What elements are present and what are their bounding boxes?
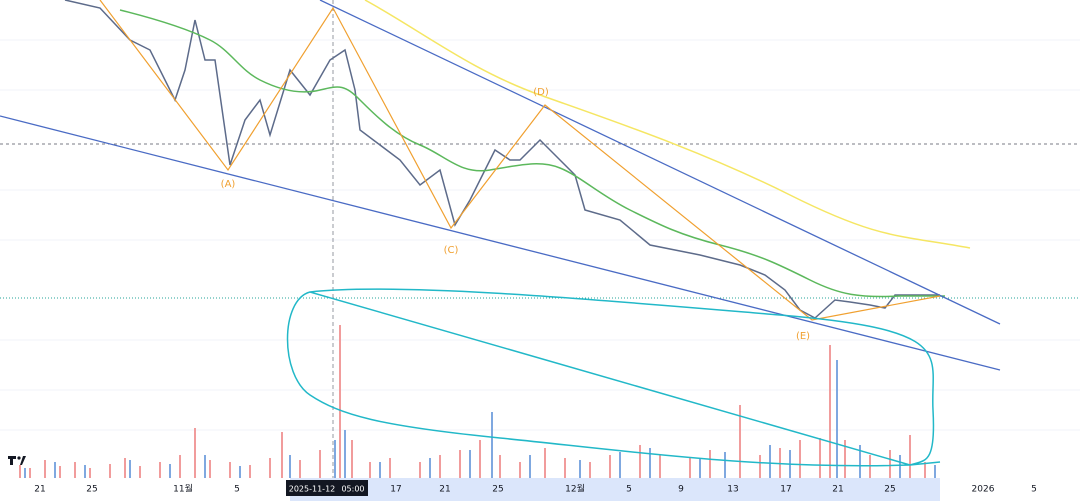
- x-tick-label: 12월: [565, 483, 585, 495]
- x-tick-label: 9: [678, 485, 684, 495]
- x-tick-label: 21: [34, 485, 45, 495]
- price-line: [64, 0, 940, 319]
- crosshair-date: 2025-11-12: [289, 485, 336, 494]
- tv-logo: [8, 456, 26, 465]
- volume-bars-up: [24, 360, 936, 478]
- x-tick-label: 5: [1031, 485, 1037, 495]
- x-tick-label: 25: [492, 485, 503, 495]
- x-tick-label: 2026: [972, 485, 995, 495]
- x-axis: 212511월5917212512월591317212520265: [34, 483, 1037, 495]
- wave-label: (A): [221, 179, 236, 190]
- upper-trendline: [319, 0, 1001, 325]
- x-tick-label: 11월: [173, 483, 193, 495]
- x-tick-label: 17: [390, 485, 401, 495]
- wave-label: (C): [444, 245, 459, 256]
- x-tick-label: 5: [626, 485, 632, 495]
- x-tick-label: 13: [727, 485, 738, 495]
- wave-zigzag: [99, 0, 941, 321]
- time-range-highlight: [290, 478, 940, 501]
- crosshair-label-bg: [286, 480, 368, 496]
- x-tick-label: 25: [884, 485, 895, 495]
- moving-average: [119, 9, 945, 298]
- x-tick-label: 5: [234, 485, 240, 495]
- x-tick-label: 17: [780, 485, 791, 495]
- wave-label: (E): [796, 331, 810, 342]
- crosshair-time: 05:00: [341, 485, 364, 494]
- x-tick-label: 21: [439, 485, 450, 495]
- lower-trendline: [0, 115, 1001, 371]
- long-moving-average: [364, 0, 971, 249]
- grid: [0, 39, 1080, 431]
- wave-label: (D): [533, 87, 549, 98]
- x-tick-label: 21: [832, 485, 843, 495]
- volume-bars: [19, 325, 926, 478]
- hand-drawn-ellipse: [286, 288, 941, 467]
- x-tick-label: 25: [86, 485, 97, 495]
